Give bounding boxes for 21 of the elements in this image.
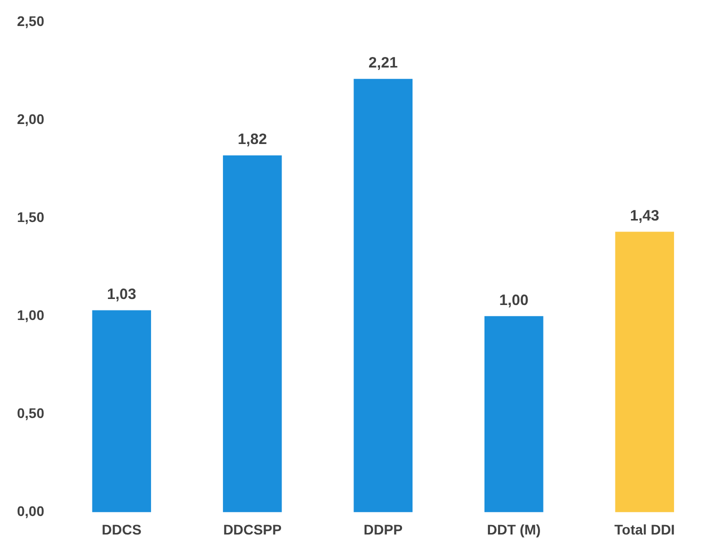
y-tick-label: 0,50	[17, 405, 44, 422]
data-label: 2,21	[368, 54, 398, 72]
bar	[222, 155, 282, 512]
bar	[92, 310, 152, 512]
data-label: 1,82	[238, 130, 267, 148]
x-tick-label: DDPP	[364, 521, 403, 538]
y-tick-label: 2,00	[17, 110, 44, 127]
bar	[615, 232, 674, 512]
y-tick-label: 1,50	[17, 208, 44, 225]
x-tick-label: Total DDI	[614, 521, 675, 538]
x-tick-label: DDCS	[102, 521, 142, 538]
y-tick-label: 1,00	[17, 306, 44, 323]
bar	[354, 78, 413, 512]
y-tick-label: 2,50	[17, 12, 44, 29]
x-tick-label: DDT (M)	[487, 521, 541, 538]
data-label: 1,03	[107, 286, 136, 303]
data-label: 1,43	[630, 207, 660, 224]
bar	[484, 316, 544, 512]
data-label: 1,00	[499, 292, 528, 309]
y-tick-label: 0,00	[17, 503, 44, 520]
x-tick-label: DDCSPP	[223, 521, 282, 538]
